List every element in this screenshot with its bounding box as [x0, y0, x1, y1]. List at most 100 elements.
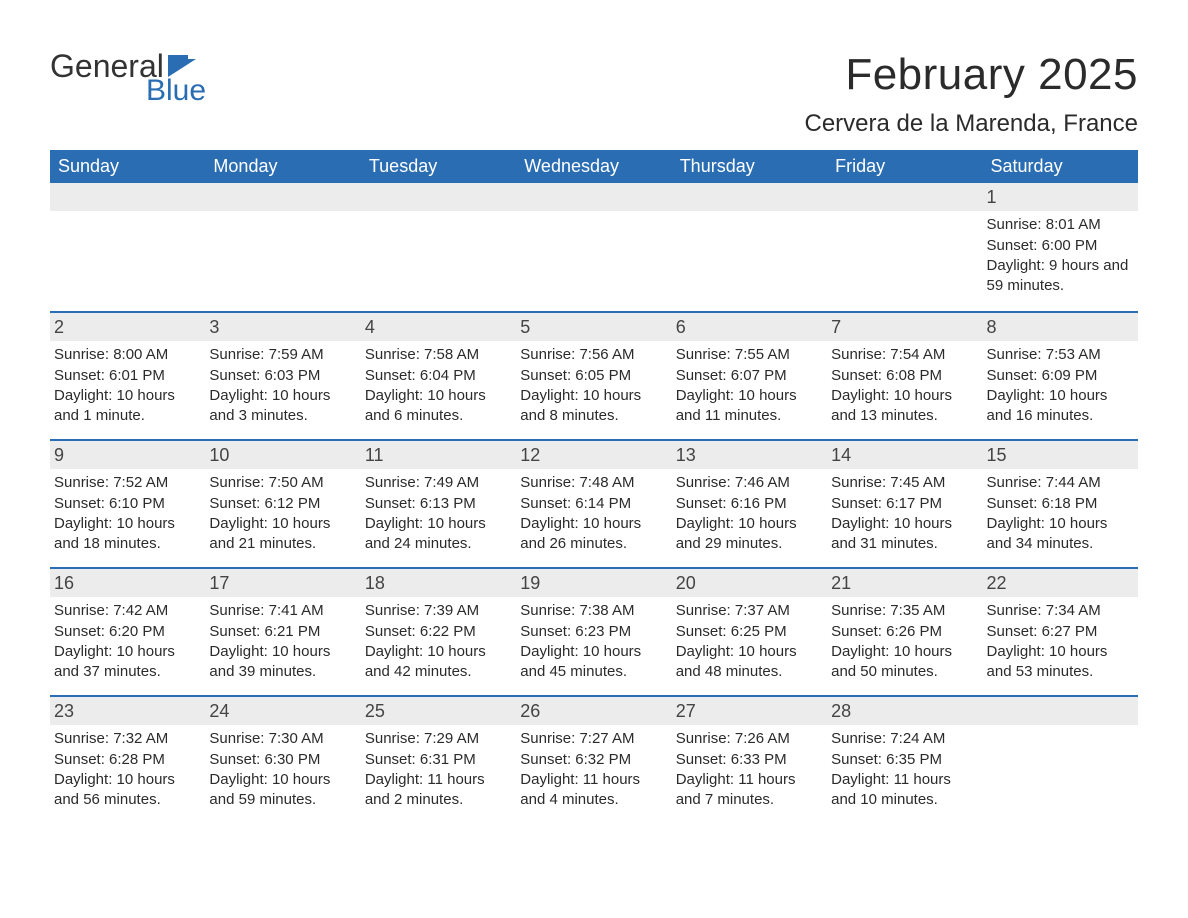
- day-number: 27: [672, 697, 827, 725]
- sunset-text: Sunset: 6:08 PM: [831, 366, 976, 386]
- day-body: Sunrise: 7:41 AMSunset: 6:21 PMDaylight:…: [207, 601, 354, 682]
- sunset-text: Sunset: 6:32 PM: [520, 750, 665, 770]
- sunset-text: Sunset: 6:14 PM: [520, 494, 665, 514]
- day-body: Sunrise: 7:58 AMSunset: 6:04 PMDaylight:…: [363, 345, 510, 426]
- daylight-text: Daylight: 10 hours and 3 minutes.: [209, 386, 354, 427]
- day-body: Sunrise: 7:35 AMSunset: 6:26 PMDaylight:…: [829, 601, 976, 682]
- sunset-text: Sunset: 6:00 PM: [987, 236, 1132, 256]
- day-body: Sunrise: 7:45 AMSunset: 6:17 PMDaylight:…: [829, 473, 976, 554]
- day-cell: 8Sunrise: 7:53 AMSunset: 6:09 PMDaylight…: [983, 313, 1138, 439]
- sunrise-text: Sunrise: 7:56 AM: [520, 345, 665, 365]
- day-body: Sunrise: 7:32 AMSunset: 6:28 PMDaylight:…: [52, 729, 199, 810]
- sunset-text: Sunset: 6:16 PM: [676, 494, 821, 514]
- day-number: 4: [361, 313, 516, 341]
- day-number: 2: [50, 313, 205, 341]
- day-body: Sunrise: 7:29 AMSunset: 6:31 PMDaylight:…: [363, 729, 510, 810]
- daylight-text: Daylight: 10 hours and 42 minutes.: [365, 642, 510, 683]
- day-number: 23: [50, 697, 205, 725]
- day-cell: 16Sunrise: 7:42 AMSunset: 6:20 PMDayligh…: [50, 569, 205, 695]
- day-number: [983, 697, 1138, 725]
- daylight-text: Daylight: 11 hours and 2 minutes.: [365, 770, 510, 811]
- day-cell: 26Sunrise: 7:27 AMSunset: 6:32 PMDayligh…: [516, 697, 671, 823]
- day-body: Sunrise: 7:30 AMSunset: 6:30 PMDaylight:…: [207, 729, 354, 810]
- sunset-text: Sunset: 6:21 PM: [209, 622, 354, 642]
- day-cell: [827, 183, 982, 311]
- day-cell: 14 Sunrise: 7:45 AMSunset: 6:17 PMDayligh…: [827, 441, 982, 567]
- dow-wednesday: Wednesday: [516, 150, 671, 183]
- day-cell: [361, 183, 516, 311]
- day-number: [361, 183, 516, 211]
- sunrise-text: Sunrise: 7:48 AM: [520, 473, 665, 493]
- sunrise-text: Sunrise: 7:52 AM: [54, 473, 199, 493]
- day-number: 3: [205, 313, 360, 341]
- day-body: Sunrise: 7:49 AMSunset: 6:13 PMDaylight:…: [363, 473, 510, 554]
- sunrise-text: Sunrise: 7:24 AM: [831, 729, 976, 749]
- day-body: Sunrise: 7:56 AMSunset: 6:05 PMDaylight:…: [518, 345, 665, 426]
- sunset-text: Sunset: 6:26 PM: [831, 622, 976, 642]
- sunrise-text: Sunrise: 7:37 AM: [676, 601, 821, 621]
- day-number: 14: [827, 441, 982, 469]
- sunrise-text: Sunrise: 7:29 AM: [365, 729, 510, 749]
- day-body: Sunrise: 8:01 AMSunset: 6:00 PMDaylight:…: [985, 215, 1132, 296]
- sunrise-text: Sunrise: 7:42 AM: [54, 601, 199, 621]
- day-number: 12: [516, 441, 671, 469]
- calendar-page: General Blue February 2025 Cervera de la…: [0, 0, 1188, 863]
- day-cell: 19Sunrise: 7:38 AMSunset: 6:23 PMDayligh…: [516, 569, 671, 695]
- day-cell: 11 Sunrise: 7:49 AMSunset: 6:13 PMDayligh…: [361, 441, 516, 567]
- day-cell: 24 Sunrise: 7:30 AMSunset: 6:30 PMDayligh…: [205, 697, 360, 823]
- dow-tuesday: Tuesday: [361, 150, 516, 183]
- day-cell: 22Sunrise: 7:34 AMSunset: 6:27 PMDayligh…: [983, 569, 1138, 695]
- daylight-text: Daylight: 10 hours and 29 minutes.: [676, 514, 821, 555]
- sunset-text: Sunset: 6:05 PM: [520, 366, 665, 386]
- daylight-text: Daylight: 10 hours and 56 minutes.: [54, 770, 199, 811]
- sunset-text: Sunset: 6:22 PM: [365, 622, 510, 642]
- day-cell: [50, 183, 205, 311]
- sunset-text: Sunset: 6:03 PM: [209, 366, 354, 386]
- daylight-text: Daylight: 10 hours and 53 minutes.: [987, 642, 1132, 683]
- day-cell: 27Sunrise: 7:26 AMSunset: 6:33 PMDayligh…: [672, 697, 827, 823]
- daylight-text: Daylight: 10 hours and 6 minutes.: [365, 386, 510, 427]
- header: General Blue February 2025 Cervera de la…: [50, 50, 1138, 138]
- day-number: 15: [983, 441, 1138, 469]
- day-cell: 6Sunrise: 7:55 AMSunset: 6:07 PMDaylight…: [672, 313, 827, 439]
- daylight-text: Daylight: 10 hours and 31 minutes.: [831, 514, 976, 555]
- day-number: 8: [983, 313, 1138, 341]
- sunset-text: Sunset: 6:30 PM: [209, 750, 354, 770]
- day-body: Sunrise: 7:39 AMSunset: 6:22 PMDaylight:…: [363, 601, 510, 682]
- daylight-text: Daylight: 10 hours and 34 minutes.: [987, 514, 1132, 555]
- sunrise-text: Sunrise: 7:59 AM: [209, 345, 354, 365]
- daylight-text: Daylight: 11 hours and 7 minutes.: [676, 770, 821, 811]
- sunset-text: Sunset: 6:09 PM: [987, 366, 1132, 386]
- day-cell: 15Sunrise: 7:44 AMSunset: 6:18 PMDayligh…: [983, 441, 1138, 567]
- day-number: 24: [205, 697, 360, 725]
- sunset-text: Sunset: 6:04 PM: [365, 366, 510, 386]
- sunrise-text: Sunrise: 7:26 AM: [676, 729, 821, 749]
- day-number: 25: [361, 697, 516, 725]
- sunrise-text: Sunrise: 7:55 AM: [676, 345, 821, 365]
- day-number: 11: [361, 441, 516, 469]
- day-cell: 13Sunrise: 7:46 AMSunset: 6:16 PMDayligh…: [672, 441, 827, 567]
- sunset-text: Sunset: 6:31 PM: [365, 750, 510, 770]
- daylight-text: Daylight: 10 hours and 45 minutes.: [520, 642, 665, 683]
- brand-word-2: Blue: [146, 76, 206, 106]
- week-row: 1 Sunrise: 8:01 AMSunset: 6:00 PMDaylight…: [50, 183, 1138, 311]
- daylight-text: Daylight: 9 hours and 59 minutes.: [987, 256, 1132, 297]
- day-cell: 10Sunrise: 7:50 AMSunset: 6:12 PMDayligh…: [205, 441, 360, 567]
- sunrise-text: Sunrise: 7:58 AM: [365, 345, 510, 365]
- day-cell: 7Sunrise: 7:54 AMSunset: 6:08 PMDaylight…: [827, 313, 982, 439]
- sunset-text: Sunset: 6:12 PM: [209, 494, 354, 514]
- day-body: Sunrise: 7:55 AMSunset: 6:07 PMDaylight:…: [674, 345, 821, 426]
- sunrise-text: Sunrise: 8:00 AM: [54, 345, 199, 365]
- sunset-text: Sunset: 6:25 PM: [676, 622, 821, 642]
- day-number: 9: [50, 441, 205, 469]
- daylight-text: Daylight: 10 hours and 24 minutes.: [365, 514, 510, 555]
- day-number: 16: [50, 569, 205, 597]
- sunrise-text: Sunrise: 7:49 AM: [365, 473, 510, 493]
- day-cell: [205, 183, 360, 311]
- day-number: 1: [983, 183, 1138, 211]
- day-body: Sunrise: 7:27 AMSunset: 6:32 PMDaylight:…: [518, 729, 665, 810]
- day-cell: 18Sunrise: 7:39 AMSunset: 6:22 PMDayligh…: [361, 569, 516, 695]
- sunrise-text: Sunrise: 7:32 AM: [54, 729, 199, 749]
- day-number: [516, 183, 671, 211]
- day-cell: 28Sunrise: 7:24 AMSunset: 6:35 PMDayligh…: [827, 697, 982, 823]
